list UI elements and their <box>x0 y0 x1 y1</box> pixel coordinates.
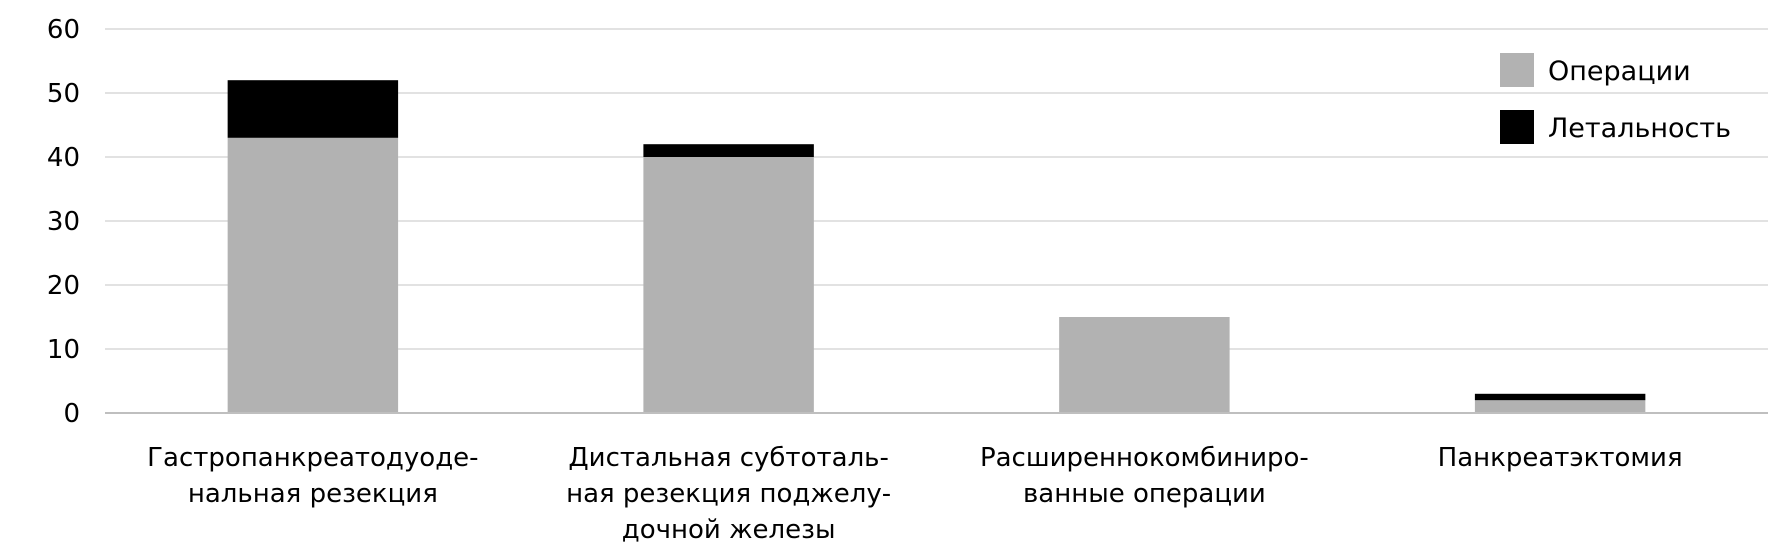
x-category-label: Гастропанкреатодуоде- <box>147 443 478 473</box>
x-category-label: Расширеннокомбиниро- <box>980 443 1309 473</box>
x-category-label: Панкреатэктомия <box>1438 443 1683 473</box>
x-category-label: Дистальная субтоталь- <box>568 443 889 473</box>
y-tick-label: 10 <box>47 335 80 365</box>
bar-lethality <box>227 80 399 138</box>
x-category-label: нальная резекция <box>188 479 438 509</box>
bar-operations <box>643 157 814 413</box>
legend-swatch <box>1500 110 1534 144</box>
bar-operations <box>227 137 399 414</box>
bar-lethality <box>643 144 814 157</box>
y-tick-label: 40 <box>47 143 80 173</box>
bar-operations <box>1059 317 1230 413</box>
y-tick-label: 60 <box>47 15 80 45</box>
bar-operations <box>1474 400 1646 413</box>
legend-label: Летальность <box>1548 113 1731 144</box>
x-category-label: ная резекция поджелу- <box>566 479 891 509</box>
y-tick-label: 20 <box>47 271 80 301</box>
y-tick-label: 30 <box>47 207 80 237</box>
legend-swatch <box>1500 53 1534 87</box>
bars <box>227 80 1646 414</box>
x-axis: Гастропанкреатодуоде-нальная резекция Дис… <box>105 412 1768 545</box>
legend: Операции Летальность <box>1500 53 1731 144</box>
bar-lethality <box>1474 393 1646 401</box>
x-category-label: ванные операции <box>1023 479 1266 509</box>
legend-label: Операции <box>1548 56 1691 87</box>
y-axis: 0 10 20 30 40 50 60 <box>47 15 80 429</box>
y-tick-label: 0 <box>63 399 80 429</box>
x-category-label: дочной железы <box>622 515 836 545</box>
y-tick-label: 50 <box>47 79 80 109</box>
